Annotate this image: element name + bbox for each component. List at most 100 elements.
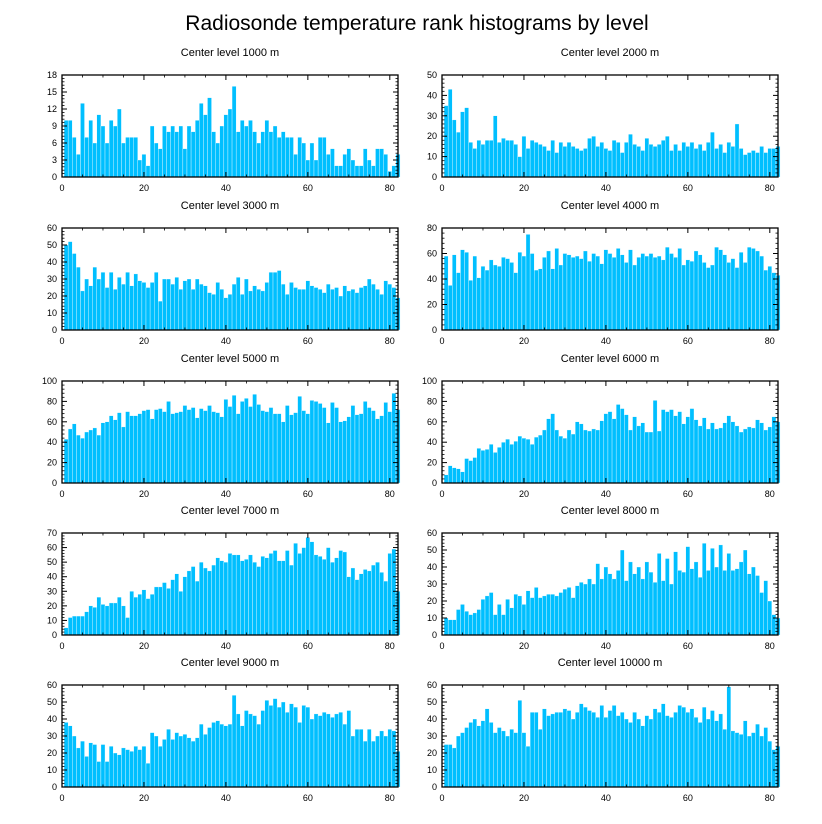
histogram-bar	[362, 285, 368, 331]
histogram-bar	[207, 727, 212, 788]
histogram-bar	[186, 737, 192, 788]
histogram-bar	[383, 280, 388, 331]
histogram-bar	[379, 415, 384, 484]
histogram-bar	[240, 401, 245, 484]
histogram-bar	[338, 550, 343, 636]
histogram-bar	[383, 154, 388, 178]
histogram-bar	[681, 264, 686, 331]
histogram-bar	[464, 458, 469, 484]
histogram-bar	[379, 294, 384, 331]
histogram-bar	[301, 410, 306, 484]
histogram-bar	[211, 294, 216, 331]
histogram-bar	[207, 292, 212, 331]
y-tick-label: 100	[42, 376, 57, 386]
histogram-bar	[751, 427, 756, 484]
histogram-bar	[317, 403, 323, 484]
histogram-bar	[611, 578, 617, 636]
histogram-bar	[734, 267, 740, 331]
histogram-bar	[166, 729, 171, 788]
histogram-bar	[72, 253, 77, 331]
histogram-bar	[542, 429, 547, 484]
histogram-bar	[182, 405, 188, 484]
histogram-bar	[260, 710, 266, 788]
histogram-bar	[730, 570, 736, 636]
histogram-bar	[681, 142, 686, 178]
histogram-bar	[67, 428, 73, 484]
histogram-bar	[767, 266, 773, 331]
histogram-bar	[338, 421, 343, 484]
histogram-bar	[554, 595, 559, 636]
histogram-bar	[219, 125, 225, 178]
histogram-bar	[505, 140, 510, 178]
x-tick-label: 20	[139, 489, 149, 499]
y-tick-label: 9	[52, 121, 57, 131]
histogram-bar	[447, 744, 453, 788]
histogram-bar	[574, 421, 580, 484]
histogram-bar	[170, 413, 175, 484]
histogram-bar	[570, 718, 576, 788]
y-tick-label: 60	[47, 417, 57, 427]
histogram-bar	[162, 278, 167, 331]
histogram-bar	[542, 257, 547, 331]
histogram-bar	[517, 595, 523, 636]
histogram-panel: Center level 10000 m 0 10 20 30 40 50 60 0 20 40 60…	[427, 657, 781, 803]
histogram-bar	[227, 108, 233, 178]
x-tick-label: 80	[385, 641, 395, 651]
histogram-bar	[203, 567, 208, 636]
histogram-bar	[447, 89, 453, 178]
histogram-bar	[260, 131, 266, 178]
histogram-bar	[730, 421, 736, 484]
histogram-bar	[104, 605, 110, 636]
histogram-bar	[714, 720, 719, 788]
histogram-bar	[521, 136, 527, 178]
panel-title: Center level 10000 m	[558, 657, 663, 669]
histogram-bar	[702, 543, 707, 636]
histogram-bar	[281, 701, 286, 788]
histogram-bar	[190, 566, 196, 636]
histogram-bar	[80, 615, 85, 636]
histogram-bar	[468, 280, 473, 331]
histogram-bar	[215, 557, 220, 636]
histogram-bar	[677, 411, 682, 484]
histogram-bar	[579, 258, 584, 331]
histogram-bar	[100, 422, 106, 484]
histogram-bar	[759, 255, 764, 331]
histogram-bar	[755, 152, 760, 178]
histogram-bar	[96, 114, 102, 178]
histogram-bar	[747, 246, 752, 331]
histogram-bar	[718, 144, 723, 178]
histogram-bar	[689, 568, 695, 636]
histogram-bar	[710, 422, 715, 484]
histogram-bar	[624, 580, 629, 636]
histogram-bar	[145, 409, 151, 484]
y-tick-label: 30	[47, 586, 57, 596]
histogram-bar	[644, 715, 650, 788]
histogram-bar	[350, 405, 356, 484]
y-tick-label: 20	[427, 131, 437, 141]
histogram-bar	[738, 561, 744, 636]
y-tick-label: 80	[427, 396, 437, 406]
histogram-bar	[554, 248, 559, 331]
histogram-bar	[104, 287, 110, 331]
histogram-bar	[317, 289, 323, 331]
histogram-bar	[488, 722, 494, 788]
histogram-bar	[628, 722, 633, 788]
histogram-bar	[493, 452, 498, 484]
histogram-bar	[558, 264, 564, 331]
y-tick-label: 0	[432, 325, 437, 335]
histogram-bar	[80, 437, 85, 484]
histogram-panel: Center level 5000 m 0 20 40 60 80 100 0 20 40 60 80	[42, 353, 401, 499]
histogram-bar	[595, 563, 600, 636]
histogram-bar	[256, 404, 261, 484]
x-tick-label: 20	[139, 183, 149, 193]
histogram-bar	[199, 283, 204, 331]
histogram-bar	[456, 468, 461, 484]
histogram-bar	[546, 594, 551, 636]
y-tick-label: 20	[47, 291, 57, 301]
histogram-bar	[252, 715, 257, 788]
histogram-bar	[182, 148, 188, 178]
histogram-bar	[714, 428, 719, 484]
histogram-bar	[194, 580, 200, 636]
x-tick-label: 20	[139, 793, 149, 803]
